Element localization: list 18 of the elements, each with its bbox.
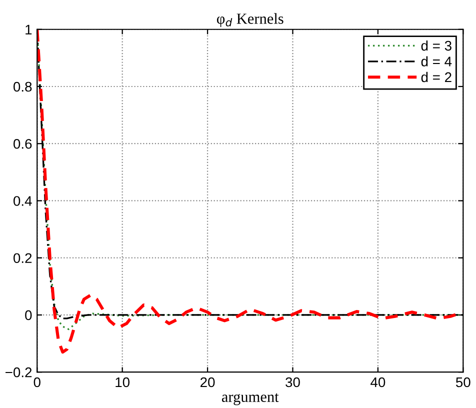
y-tick-label: 0.8 — [14, 82, 32, 92]
x-tick-label: 20 — [200, 377, 215, 388]
y-tick-label: 0.6 — [14, 138, 32, 149]
legend-label: d = 2 — [421, 72, 452, 82]
y-tick-label: −0.2 — [6, 367, 32, 378]
y-tick-label: 0.2 — [14, 253, 32, 264]
x-tick-label: 0 — [34, 377, 40, 388]
legend-label: d = 4 — [421, 56, 452, 66]
x-tick-label: 30 — [286, 377, 300, 388]
chart-title: φ$_{d}$ Kernels — [216, 13, 284, 27]
x-axis-title: argument — [222, 393, 279, 406]
legend-label: d = 3 — [421, 40, 452, 51]
x-tick-label: 40 — [370, 377, 386, 388]
y-tick-label: 0.4 — [14, 196, 32, 206]
x-tick-label: 10 — [116, 377, 130, 388]
y-tick-label: 0 — [25, 310, 32, 320]
x-tick-label: 50 — [456, 377, 470, 388]
y-tick-label: 1 — [26, 24, 32, 34]
